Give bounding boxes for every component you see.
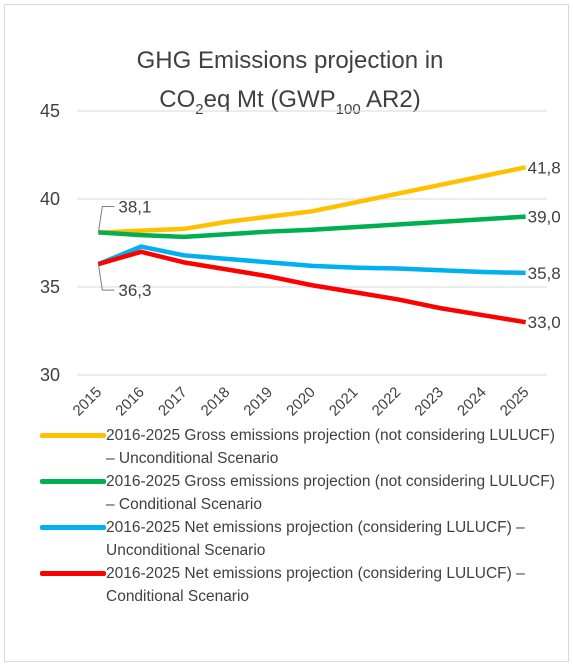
x-tick-label: 2019 <box>240 384 276 420</box>
y-tick-label: 40 <box>40 189 60 209</box>
x-tick-label: 2024 <box>454 384 490 420</box>
x-tick-label: 2023 <box>411 384 447 420</box>
legend-label: 2016-2025 Gross emissions projection (no… <box>106 473 555 513</box>
legend-entry: 2016-2025 Gross emissions projection (no… <box>40 470 560 516</box>
legend-swatch <box>40 433 106 438</box>
title-part: CO <box>159 86 195 113</box>
title-part: AR2) <box>361 86 421 113</box>
leader-line <box>97 264 115 291</box>
series-line <box>97 244 526 276</box>
legend-swatch <box>40 571 106 576</box>
legend: 2016-2025 Gross emissions projection (no… <box>40 424 560 608</box>
y-tick-label: 30 <box>40 365 60 385</box>
chart-title: GHG Emissions projection in <box>137 47 444 74</box>
x-tick-label: 2020 <box>283 384 319 420</box>
y-tick-label: 35 <box>40 277 60 297</box>
data-label: 35,8 <box>528 264 561 283</box>
x-tick-label: 2021 <box>326 384 362 420</box>
legend-label: 2016-2025 Net emissions projection (cons… <box>106 519 525 559</box>
leader-line <box>97 205 115 233</box>
legend-swatch <box>40 479 106 484</box>
legend-label: 2016-2025 Gross emissions projection (no… <box>106 427 555 467</box>
legend-swatch <box>40 525 106 530</box>
data-label: 39,0 <box>528 208 561 227</box>
x-tick-label: 2016 <box>112 384 148 420</box>
title-part: eq Mt (GWP <box>204 86 336 113</box>
x-tick-label: 2018 <box>198 384 234 420</box>
title-sub: 2 <box>195 101 203 118</box>
chart-title: CO2eq Mt (GWP100 AR2) <box>159 86 420 118</box>
chart-border <box>4 4 569 662</box>
x-tick-label: 2015 <box>70 384 106 420</box>
data-label: 33,0 <box>528 313 561 332</box>
x-tick-label: 2017 <box>155 384 191 420</box>
data-label: 41,8 <box>528 158 561 177</box>
series-line <box>97 249 527 325</box>
x-tick-label: 2025 <box>497 384 533 420</box>
legend-entry: 2016-2025 Gross emissions projection (no… <box>40 424 560 470</box>
series-line <box>98 214 526 240</box>
data-label: 38,1 <box>118 197 151 216</box>
legend-entry: 2016-2025 Net emissions projection (cons… <box>40 516 560 562</box>
series-line <box>98 165 527 235</box>
x-tick-label: 2022 <box>369 384 405 420</box>
title-sub: 100 <box>336 101 361 118</box>
data-label: 36,3 <box>118 281 151 300</box>
title-line: GHG Emissions projection in <box>137 47 444 74</box>
legend-entry: 2016-2025 Net emissions projection (cons… <box>40 562 560 608</box>
y-tick-label: 45 <box>40 101 60 121</box>
legend-label: 2016-2025 Net emissions projection (cons… <box>106 565 525 605</box>
